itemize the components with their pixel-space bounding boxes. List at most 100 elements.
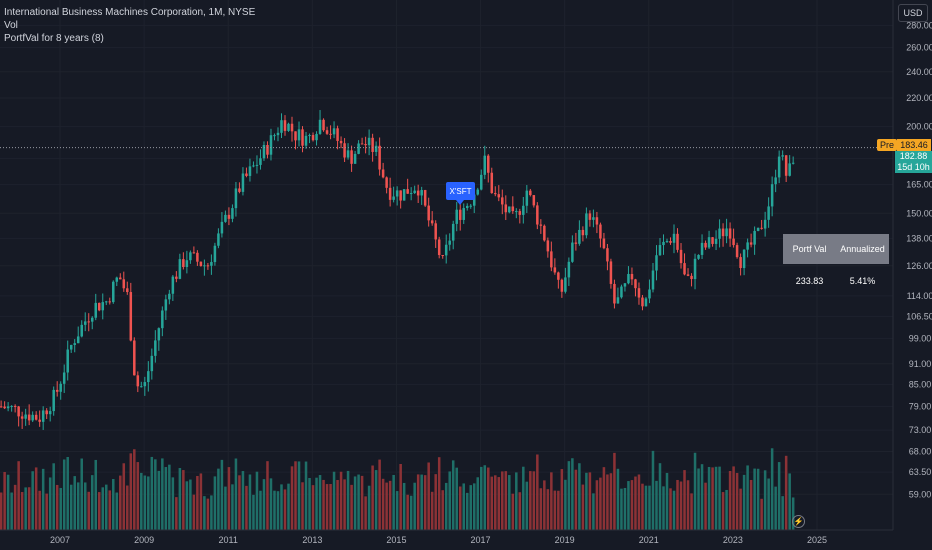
volume-bar	[770, 448, 774, 530]
candle-body	[378, 145, 381, 170]
price-axis[interactable]: 59.00 63.50 68.00 73.00 79.00 85.00 91.00 99.00…	[892, 0, 932, 530]
candle-body	[367, 137, 371, 146]
volume-bar	[301, 482, 304, 530]
volume-bar	[532, 471, 536, 530]
volume-indicator-label[interactable]: Vol	[4, 20, 18, 31]
candle-body	[581, 229, 585, 236]
candle-body	[483, 155, 487, 175]
volume-bar	[168, 464, 171, 530]
volume-bar	[494, 475, 497, 530]
y-tick-label: 240.00	[906, 67, 932, 77]
candle-body	[592, 217, 595, 220]
candle-body	[735, 245, 739, 258]
candle-body	[616, 297, 620, 304]
lightning-icon[interactable]: ⚡	[792, 515, 805, 528]
candle-body	[781, 155, 784, 157]
candle-body	[329, 133, 332, 135]
candle-body	[693, 258, 697, 280]
chart-legend: International Business Machines Corporat…	[4, 6, 255, 45]
candle-body	[704, 242, 707, 248]
volume-bar	[781, 496, 784, 530]
volume-bar	[515, 472, 518, 530]
volume-bar	[522, 466, 525, 530]
candle-body	[52, 389, 55, 412]
volume-bar	[606, 474, 609, 530]
volume-bar	[332, 471, 336, 530]
candle-body	[455, 209, 458, 224]
volume-bar	[651, 450, 655, 530]
candle-body	[739, 257, 742, 269]
volume-bar	[269, 478, 273, 530]
candle-body	[45, 410, 48, 415]
candle-body	[441, 255, 444, 257]
candle-body	[690, 275, 693, 280]
volume-bar	[385, 482, 388, 530]
volume-bar	[704, 482, 707, 530]
volume-bar	[34, 467, 38, 530]
candle-body	[17, 406, 20, 417]
candle-body	[567, 261, 571, 278]
volume-bar	[609, 473, 613, 530]
candle-body	[126, 288, 129, 293]
volume-bar	[48, 477, 52, 530]
y-tick-label: 220.00	[906, 93, 932, 103]
candle-body	[283, 120, 287, 131]
y-tick-label: 99.00	[909, 333, 932, 343]
volume-bar	[87, 491, 90, 530]
volume-bar	[213, 476, 217, 530]
y-tick-label: 200.00	[906, 122, 932, 132]
volume-bar	[483, 465, 487, 530]
candle-body	[6, 406, 10, 409]
candle-body	[767, 206, 770, 220]
volume-bar	[308, 477, 311, 530]
candle-body	[700, 242, 704, 255]
candle-body	[76, 336, 80, 344]
volume-bar	[203, 496, 206, 530]
volume-bar	[497, 477, 501, 530]
candle-body	[119, 277, 122, 280]
volume-bar	[343, 479, 346, 530]
candle-body	[679, 249, 683, 264]
candle-body	[210, 262, 213, 266]
volume-bar	[413, 482, 416, 530]
candle-body	[525, 190, 529, 206]
volume-bar	[3, 471, 6, 530]
candle-body	[175, 276, 178, 279]
candle-body	[777, 156, 781, 178]
x-tick-label: 2009	[134, 535, 154, 545]
candle-body	[406, 189, 409, 194]
candle-body	[644, 298, 648, 307]
volume-bar	[658, 463, 662, 530]
volume-bar	[399, 464, 402, 530]
candle-body	[728, 228, 732, 239]
candle-body	[686, 274, 690, 276]
candle-body	[34, 414, 38, 420]
x-tick-label: 2025	[807, 535, 827, 545]
volume-bar	[602, 467, 606, 530]
volume-bar	[543, 480, 546, 530]
volume-bar	[627, 481, 630, 530]
symbol-title[interactable]: International Business Machines Corporat…	[4, 7, 256, 18]
candle-body	[602, 238, 606, 249]
time-axis[interactable]: 2007 2009 2011 2013 2015 2017 2019 2021 2023 2025	[0, 529, 893, 545]
candle-body	[129, 292, 133, 341]
volume-bar	[763, 470, 767, 530]
volume-bar	[136, 462, 140, 530]
candle-body	[399, 190, 402, 201]
candle-body	[259, 158, 262, 165]
volume-bar	[676, 479, 679, 530]
volume-bar	[262, 479, 266, 530]
candle-body	[753, 230, 756, 245]
volume-bar	[31, 471, 34, 530]
portfval-indicator-label[interactable]: PortfVal for 8 years (8)	[4, 33, 104, 44]
candle-body	[196, 252, 199, 262]
volume-bar	[339, 471, 343, 530]
candle-body	[371, 137, 374, 152]
volume-bar	[567, 461, 571, 530]
volume-bar	[637, 474, 641, 530]
candle-body	[164, 299, 168, 311]
currency-button[interactable]: USD	[898, 4, 928, 22]
annotation-marker[interactable]: X'SFT	[446, 182, 475, 205]
candle-body	[224, 214, 227, 222]
